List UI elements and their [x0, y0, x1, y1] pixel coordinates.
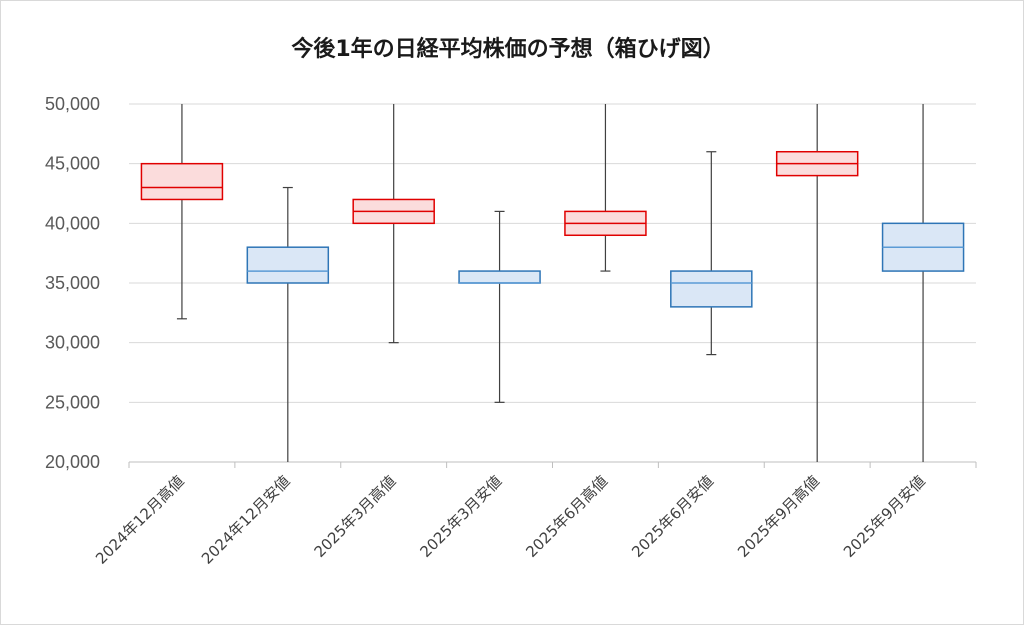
- x-tick-label: 2024年12月安値: [198, 472, 294, 568]
- x-axis: 2024年12月高値 2024年12月安値 2025年3月高値 2025年3月安値 20…: [92, 461, 977, 568]
- y-tick-label: 20,000: [45, 452, 100, 472]
- box-4: [458, 210, 541, 403]
- x-tick-label: 2025年3月高値: [311, 472, 400, 561]
- box-iqr: [246, 246, 330, 284]
- box-1: [140, 104, 224, 320]
- box-3: [352, 104, 435, 344]
- boxes: [140, 104, 965, 462]
- box-6: [670, 151, 753, 356]
- x-tick-label: 2025年3月安値: [416, 472, 505, 561]
- y-tick-label: 40,000: [45, 213, 100, 233]
- x-tick-label: 2025年9月高値: [734, 472, 823, 561]
- x-tick-label: 2024年12月高値: [92, 472, 188, 568]
- box-2: [246, 186, 330, 462]
- y-axis: 20,000 25,000 30,000 35,000 40,000 45,000 50,0…: [45, 94, 100, 472]
- x-tick-label: 2025年9月安値: [840, 472, 929, 561]
- y-tick-label: 30,000: [45, 333, 100, 353]
- x-tick-label: 2025年6月高値: [522, 472, 611, 561]
- box-7: [775, 104, 859, 462]
- y-tick-label: 25,000: [45, 392, 100, 412]
- box-iqr: [458, 270, 541, 284]
- chart-title: 今後1年の日経平均株価の予想（箱ひげ図）: [291, 36, 724, 62]
- box-5: [564, 104, 647, 272]
- y-tick-label: 35,000: [45, 273, 100, 293]
- box-iqr: [670, 270, 753, 308]
- y-tick-label: 50,000: [45, 94, 100, 114]
- y-tick-label: 45,000: [45, 154, 100, 174]
- x-tick-label: 2025年6月安値: [628, 472, 717, 561]
- box-iqr: [140, 162, 224, 201]
- box-8: [881, 104, 965, 462]
